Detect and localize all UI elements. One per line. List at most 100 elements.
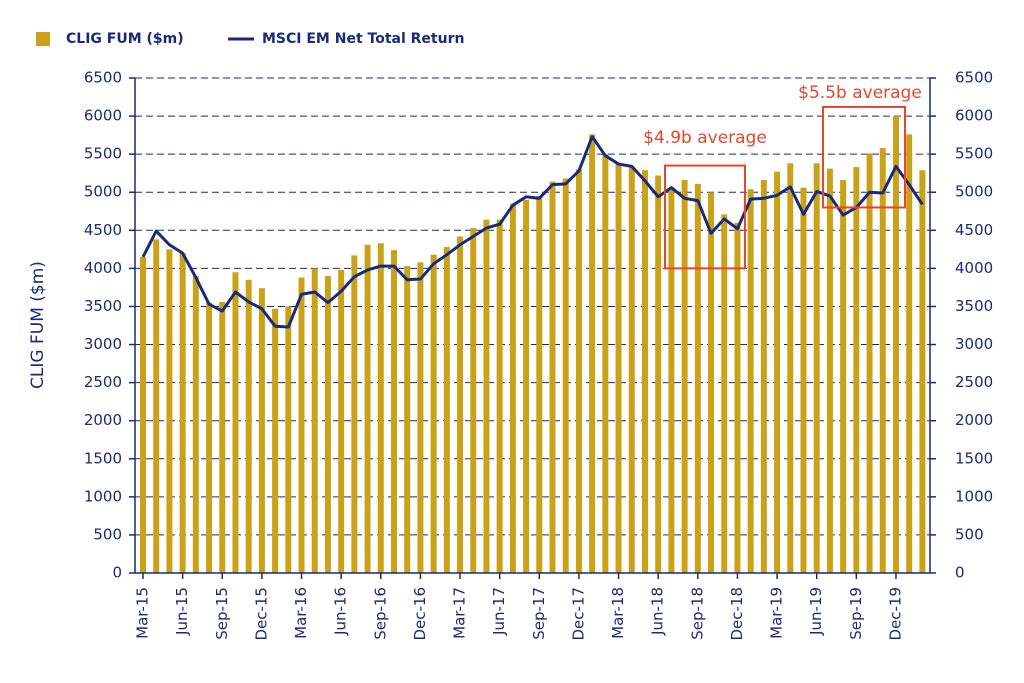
y-axis-label: CLIG FUM ($m) xyxy=(28,261,48,389)
legend-label: CLIG FUM ($m) xyxy=(66,31,184,47)
bar xyxy=(694,183,701,573)
bar xyxy=(892,116,899,574)
bar xyxy=(166,249,173,573)
y-tick-label: 0 xyxy=(112,564,122,582)
x-tick-label: Jun-19 xyxy=(807,587,825,636)
bar xyxy=(483,219,490,573)
bar xyxy=(734,222,741,573)
bar xyxy=(589,134,596,573)
bar xyxy=(721,214,728,574)
y-tick-label: 3500 xyxy=(84,297,122,315)
bar xyxy=(192,276,199,573)
bar xyxy=(536,196,543,574)
bar xyxy=(919,170,926,573)
bar xyxy=(140,256,146,573)
bar xyxy=(258,288,265,573)
bar xyxy=(628,166,635,574)
legend-label: MSCI EM Net Total Return xyxy=(262,31,464,47)
x-tick-label: Dec-15 xyxy=(252,587,270,641)
bar xyxy=(311,268,318,573)
y2-tick-label: 6000 xyxy=(955,107,993,125)
bar xyxy=(866,153,873,573)
x-tick-label: Dec-19 xyxy=(886,587,904,641)
bar xyxy=(232,272,239,573)
x-tick-label: Sep-16 xyxy=(371,587,389,640)
bar xyxy=(153,239,160,573)
x-tick-label: Jun-18 xyxy=(649,587,667,636)
y-tick-label: 6000 xyxy=(84,107,122,125)
bar xyxy=(681,180,688,574)
bar xyxy=(747,189,754,573)
bar xyxy=(443,247,450,574)
bar xyxy=(298,277,305,573)
x-tick-label: Mar-16 xyxy=(292,587,310,639)
bar xyxy=(562,178,569,573)
x-tick-label: Sep-17 xyxy=(530,587,548,640)
y2-tick-label: 5500 xyxy=(955,145,993,163)
bar xyxy=(351,255,358,573)
bar xyxy=(774,171,781,573)
bar xyxy=(826,168,833,573)
bar xyxy=(549,181,556,574)
bar xyxy=(404,266,411,573)
bar xyxy=(470,228,477,573)
bar xyxy=(509,203,516,573)
bar xyxy=(602,154,609,573)
x-tick-label: Dec-18 xyxy=(728,587,746,641)
y2-tick-label: 0 xyxy=(955,564,965,582)
bar xyxy=(377,243,384,573)
bar xyxy=(853,167,860,573)
bar xyxy=(800,187,807,573)
x-tick-label: Jun-17 xyxy=(490,587,508,636)
y2-tick-label: 2000 xyxy=(955,411,993,429)
x-tick-label: Sep-18 xyxy=(688,587,706,640)
x-tick-label: Sep-19 xyxy=(847,587,865,640)
y-tick-label: 1500 xyxy=(84,449,122,467)
x-tick-label: Mar-18 xyxy=(609,587,627,639)
bar xyxy=(879,148,886,574)
x-tick-label: Mar-19 xyxy=(768,587,786,639)
y-tick-label: 2500 xyxy=(84,373,122,391)
bar xyxy=(430,254,437,573)
bar xyxy=(206,302,213,573)
annotation-box xyxy=(664,164,746,270)
bar xyxy=(245,279,252,573)
bar xyxy=(417,262,424,573)
y-tick-label: 5000 xyxy=(84,183,122,201)
bar xyxy=(575,169,582,573)
bar xyxy=(523,199,530,573)
y2-tick-label: 4000 xyxy=(955,259,993,277)
y2-tick-label: 6500 xyxy=(955,69,993,87)
bar xyxy=(641,170,648,573)
bar xyxy=(496,219,503,573)
y2-tick-label: 4500 xyxy=(955,221,993,239)
bar xyxy=(324,276,331,573)
x-tick-label: Jun-16 xyxy=(332,587,350,636)
y2-tick-label: 500 xyxy=(955,525,984,543)
bar xyxy=(840,180,847,574)
annotation: $4.9b average xyxy=(643,128,767,148)
y-tick-label: 500 xyxy=(93,525,122,543)
y-tick-label: 1000 xyxy=(84,487,122,505)
y2-tick-label: 5000 xyxy=(955,183,993,201)
y2-tick-label: 1000 xyxy=(955,487,993,505)
annotation: $5.5b average xyxy=(798,83,922,103)
bar xyxy=(787,163,794,574)
bar xyxy=(655,175,662,573)
y-tick-label: 4500 xyxy=(84,221,122,239)
line xyxy=(141,135,924,329)
x-tick-label: Mar-15 xyxy=(134,587,152,639)
bar xyxy=(708,192,715,573)
bar xyxy=(219,301,226,573)
x-tick-label: Jun-15 xyxy=(173,587,191,636)
bar xyxy=(390,250,397,573)
bar xyxy=(906,134,913,573)
y2-tick-label: 1500 xyxy=(955,449,993,467)
y-tick-label: 4000 xyxy=(84,259,122,277)
x-tick-label: Sep-15 xyxy=(213,587,231,640)
y-tick-label: 3000 xyxy=(84,335,122,353)
annotation-box xyxy=(822,105,906,209)
bar xyxy=(285,306,292,573)
y-tick-label: 6500 xyxy=(84,69,122,87)
